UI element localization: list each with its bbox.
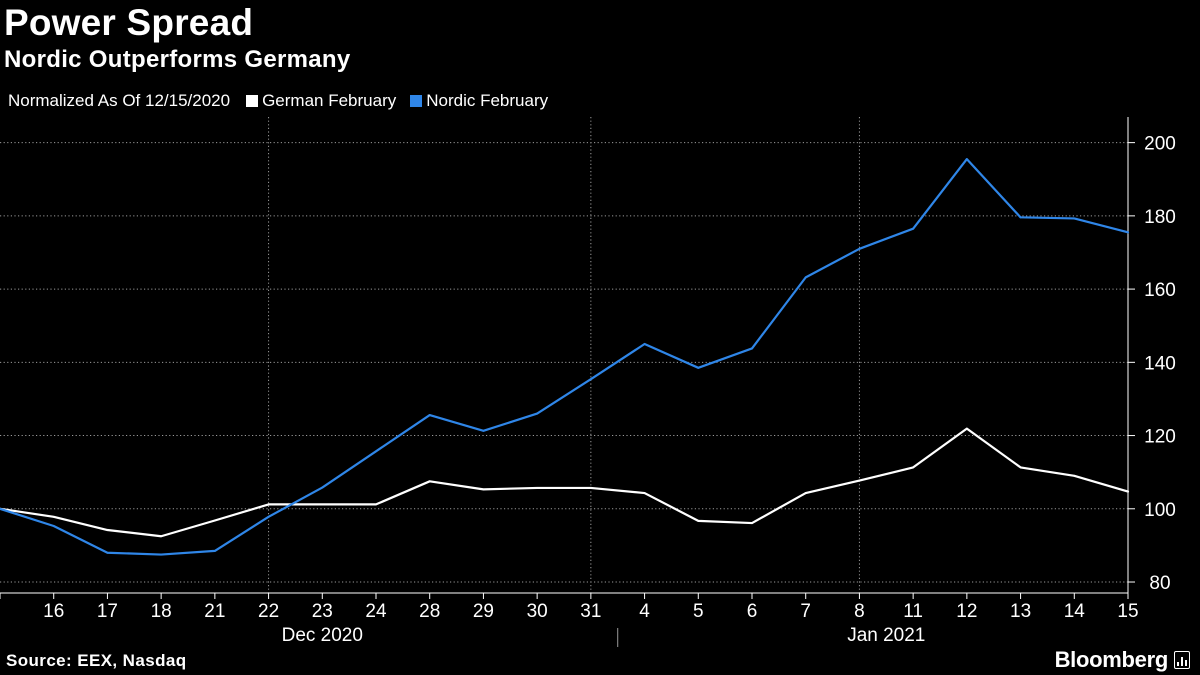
point-nordic-february-9 (482, 429, 485, 432)
x-tick-label-8: 28 (419, 601, 440, 622)
legend-label-german: German February (262, 91, 397, 110)
x-tick-label-13: 5 (693, 601, 704, 622)
point-nordic-february-13 (697, 366, 700, 369)
x-tick-label-21: 15 (1117, 601, 1138, 622)
point-nordic-february-17 (912, 227, 915, 230)
point-nordic-february-2 (106, 551, 109, 554)
y-tick-label-120: 120 (1144, 427, 1176, 448)
point-nordic-february-14 (751, 347, 753, 350)
month-label-jan-2021: Jan 2021 (847, 625, 925, 646)
x-tick-label-17: 11 (903, 601, 923, 622)
point-german-february-7 (375, 503, 377, 506)
series-points-german-february (0, 427, 1129, 538)
point-nordic-february-18 (965, 158, 968, 161)
legend-item-nordic[interactable]: Nordic February (410, 91, 548, 111)
y-tick-label-200: 200 (1144, 134, 1176, 155)
point-nordic-february-21 (1127, 231, 1129, 234)
point-nordic-february-6 (321, 486, 324, 489)
series-line-nordic-february (0, 158, 1130, 556)
x-tick-label-2: 17 (97, 601, 118, 622)
x-tick-label-3: 18 (151, 601, 172, 622)
point-nordic-february-5 (267, 515, 270, 518)
point-german-february-4 (213, 519, 216, 522)
y-tick-label-160: 160 (1144, 280, 1176, 301)
point-nordic-february-7 (375, 450, 377, 453)
point-german-february-3 (160, 535, 163, 538)
point-nordic-february-10 (536, 412, 539, 415)
point-german-february-20 (1073, 474, 1076, 477)
point-german-february-17 (912, 466, 915, 469)
x-tick-label-7: 24 (365, 601, 387, 622)
source-note: Source: EEX, Nasdaq (6, 651, 187, 670)
point-german-february-16 (858, 479, 861, 482)
x-tick-label-19: 13 (1010, 601, 1031, 622)
point-nordic-february-12 (643, 343, 646, 345)
chart-title: Power Spread (4, 2, 254, 43)
legend-label-nordic: Nordic February (426, 91, 549, 110)
point-german-february-21 (1127, 490, 1129, 493)
point-german-february-2 (106, 529, 109, 531)
y-tick-label-80: 80 (1149, 573, 1170, 594)
point-german-february-12 (643, 492, 646, 494)
y-tick-label-100: 100 (1144, 500, 1176, 521)
point-nordic-february-20 (1073, 217, 1076, 220)
legend-swatch-german (246, 95, 259, 107)
point-german-february-18 (965, 427, 968, 430)
x-tick-label-16: 8 (854, 601, 865, 622)
point-nordic-february-19 (1019, 216, 1022, 219)
point-german-february-19 (1019, 466, 1022, 469)
chart-subtitle: Nordic Outperforms Germany (4, 46, 351, 73)
point-nordic-february-0 (0, 507, 1, 510)
x-tick-label-4: 21 (204, 601, 225, 622)
point-german-february-14 (751, 522, 753, 524)
legend: Normalized As Of 12/15/2020 German Febru… (8, 91, 562, 111)
series-points-nordic-february (0, 158, 1129, 556)
point-nordic-february-4 (213, 549, 216, 552)
point-german-february-10 (536, 487, 539, 489)
point-nordic-february-16 (858, 247, 861, 250)
x-tick-label-15: 7 (800, 601, 811, 622)
x-tick-label-6: 23 (312, 601, 333, 622)
point-german-february-9 (482, 488, 485, 491)
month-label-dec-2020: Dec 2020 (282, 625, 363, 646)
point-nordic-february-11 (589, 378, 592, 381)
bloomberg-terminal-icon (1174, 651, 1190, 669)
brand: Bloomberg (1055, 647, 1190, 673)
legend-item-german[interactable]: German February (246, 91, 396, 111)
x-tick-label-20: 14 (1064, 601, 1086, 622)
point-nordic-february-1 (52, 525, 55, 527)
point-german-february-1 (52, 515, 55, 518)
x-tick-label-18: 12 (956, 601, 977, 622)
x-tick-label-5: 22 (258, 601, 279, 622)
point-german-february-8 (428, 480, 431, 483)
point-nordic-february-8 (428, 414, 431, 416)
legend-swatch-nordic (410, 95, 423, 107)
x-tick-label-10: 30 (527, 601, 548, 622)
y-tick-label-180: 180 (1144, 207, 1176, 228)
x-tick-label-14: 6 (747, 601, 758, 622)
point-nordic-february-3 (160, 553, 163, 556)
series-line-german-february (0, 427, 1130, 538)
point-german-february-11 (589, 487, 592, 489)
x-tick-label-11: 31 (580, 601, 601, 622)
point-german-february-15 (804, 492, 807, 494)
x-tick-label-12: 4 (639, 601, 650, 622)
point-german-february-6 (321, 503, 324, 506)
point-german-february-13 (697, 519, 700, 522)
x-tick-label-9: 29 (473, 601, 494, 622)
x-tick-label-1: 16 (43, 601, 64, 622)
point-german-february-5 (267, 503, 270, 506)
legend-note: Normalized As Of 12/15/2020 (8, 91, 231, 110)
point-nordic-february-15 (804, 276, 807, 279)
y-tick-label-140: 140 (1144, 353, 1176, 374)
brand-wordmark: Bloomberg (1054, 647, 1169, 672)
